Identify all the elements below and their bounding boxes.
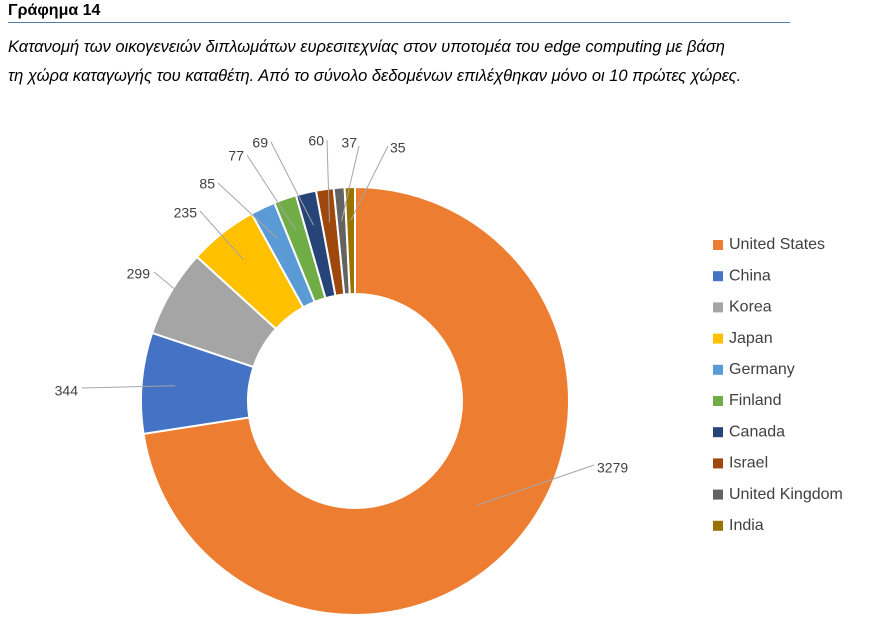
data-label-finland: 77	[228, 148, 244, 164]
legend-item-israel: Israel	[713, 455, 768, 472]
legend-item-finland: Finland	[713, 392, 781, 409]
slice-united-states	[142, 185, 570, 616]
data-label-germany: 85	[199, 176, 215, 192]
leader-line-india	[350, 145, 389, 221]
legend-label-israel: Israel	[729, 455, 768, 472]
data-label-china: 344	[55, 383, 79, 399]
leader-line-japan	[199, 210, 244, 260]
leader-line-israel	[326, 139, 330, 223]
legend-swatch-finland	[713, 396, 723, 406]
legend-item-korea: Korea	[713, 299, 772, 316]
legend-label-korea: Korea	[729, 299, 772, 316]
legend-item-canada: Canada	[713, 423, 785, 440]
legend-item-japan: Japan	[713, 330, 773, 347]
leader-line-united-kingdom	[341, 145, 360, 222]
leader-line-canada	[270, 141, 315, 226]
legend-label-united-states: United States	[729, 236, 825, 253]
chart-heading: Γράφημα 14	[8, 2, 101, 19]
data-label-israel: 60	[308, 133, 324, 149]
legend-item-india: India	[713, 517, 764, 534]
legend-item-germany: Germany	[713, 361, 795, 378]
legend-item-united-kingdom: United Kingdom	[713, 486, 843, 503]
legend-swatch-india	[713, 520, 723, 531]
legend-item-china: China	[713, 267, 771, 284]
caption-line-1: Κατανομή των οικογενειών διπλωμάτων ευρε…	[8, 38, 725, 56]
legend-swatch-israel	[713, 458, 723, 469]
data-label-japan: 235	[174, 205, 198, 221]
legend-item-united-states: United States	[713, 236, 825, 253]
leader-line-united-states	[476, 464, 595, 506]
leader-line-china	[81, 385, 176, 389]
chart-caption: Κατανομή των οικογενειών διπλωμάτων ευρε…	[8, 33, 878, 91]
legend-swatch-japan	[713, 333, 723, 344]
legend-swatch-germany	[713, 364, 723, 375]
legend-label-canada: Canada	[729, 423, 785, 440]
legend-label-india: India	[729, 517, 764, 534]
leader-line-finland	[246, 154, 297, 231]
data-label-korea: 299	[127, 266, 151, 282]
legend-swatch-united-kingdom	[713, 489, 723, 500]
caption-line-2: τη χώρα καταγωγής του καταθέτη. Από το σ…	[8, 67, 742, 85]
legend-swatch-canada	[713, 427, 723, 438]
legend-swatch-united-states	[713, 240, 723, 250]
legend-label-united-kingdom: United Kingdom	[729, 486, 843, 503]
legend-label-finland: Finland	[729, 392, 781, 409]
leader-line-germany	[217, 182, 278, 239]
legend-swatch-china	[713, 271, 723, 282]
heading-rule	[8, 22, 790, 23]
data-label-india: 35	[390, 140, 406, 156]
data-label-united-kingdom: 37	[341, 135, 357, 151]
slice-india	[343, 185, 356, 296]
data-label-canada: 69	[252, 135, 268, 151]
leader-line-korea	[153, 271, 200, 310]
legend-label-china: China	[729, 267, 771, 284]
legend-label-japan: Japan	[729, 330, 773, 347]
donut-slices	[140, 185, 570, 616]
chart-legend: United States China Korea Japan Germany Finla…	[713, 236, 843, 534]
data-label-united-states: 3279	[597, 460, 628, 476]
leader-lines	[81, 139, 595, 506]
legend-swatch-korea	[713, 302, 723, 313]
legend-label-germany: Germany	[729, 361, 795, 378]
